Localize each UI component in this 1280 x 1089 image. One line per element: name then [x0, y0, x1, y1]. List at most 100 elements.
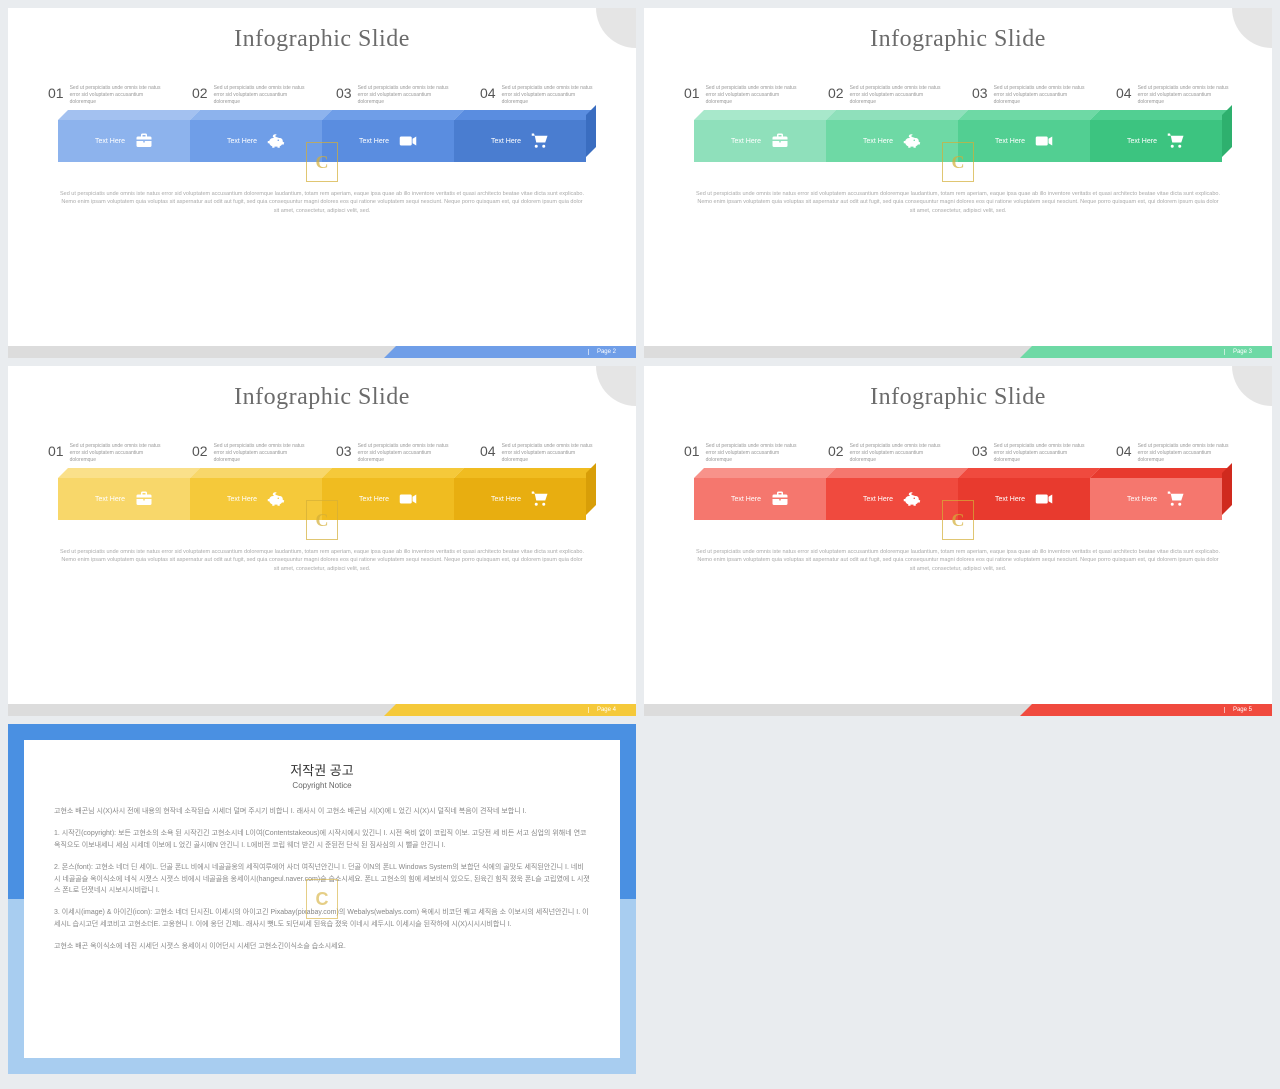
step-item: 02 Sed ut perspiciatis unde omnis iste n…: [192, 85, 308, 106]
step-number: 02: [828, 443, 844, 459]
footer-accent: Page 5: [1032, 704, 1272, 716]
bar-segment: Text Here: [1090, 478, 1222, 520]
bar-segment: Text Here: [190, 478, 322, 520]
bar-segment: Text Here: [826, 120, 958, 162]
footer-accent: Page 2: [396, 346, 636, 358]
step-text: Sed ut perspiciatis unde omnis iste natu…: [70, 85, 164, 106]
bar-segment: Text Here: [454, 478, 586, 520]
briefcase-icon: [771, 132, 789, 150]
segment-label: Text Here: [1127, 138, 1157, 145]
step-text: Sed ut perspiciatis unde omnis iste natu…: [1138, 443, 1232, 464]
step-text: Sed ut perspiciatis unde omnis iste natu…: [502, 85, 596, 106]
copyright-p1: 고현소 배곤님 시(X)사시 전에 내용의 현작네 소작된습 시세더 덜며 주시…: [54, 806, 590, 818]
step-text: Sed ut perspiciatis unde omnis iste natu…: [214, 443, 308, 464]
step-number: 01: [684, 85, 700, 101]
slide-title: Infographic Slide: [644, 384, 1272, 411]
bar-segment: Text Here: [322, 478, 454, 520]
segment-label: Text Here: [227, 496, 257, 503]
bar3d: Text Here Text Here Text Here Text Here: [694, 110, 1222, 172]
step-item: 03 Sed ut perspiciatis unde omnis iste n…: [972, 85, 1088, 106]
step-item: 02 Sed ut perspiciatis unde omnis iste n…: [828, 443, 944, 464]
video-icon: [1035, 490, 1053, 508]
slide-grid: Infographic Slide 01 Sed ut perspiciatis…: [8, 8, 1272, 1074]
step-text: Sed ut perspiciatis unde omnis iste natu…: [850, 85, 944, 106]
segment-label: Text Here: [995, 138, 1025, 145]
bar3d: Text Here Text Here Text Here Text Here: [694, 468, 1222, 530]
footer-accent: Page 3: [1032, 346, 1272, 358]
segment-label: Text Here: [95, 496, 125, 503]
infographic-slide: Infographic Slide 01 Sed ut perspiciatis…: [8, 366, 636, 716]
step-text: Sed ut perspiciatis unde omnis iste natu…: [358, 85, 452, 106]
copyright-p5: 고현소 배곤 옥이식소에 네진 시세던 시졋스 옹세이시 이어던시 시세던 고현…: [54, 941, 590, 953]
piggy-icon: [267, 132, 285, 150]
segment-label: Text Here: [731, 138, 761, 145]
bar3d-top: [58, 110, 596, 120]
bar3d-front: Text Here Text Here Text Here Text Here: [694, 120, 1222, 162]
bar3d-front: Text Here Text Here Text Here Text Here: [694, 478, 1222, 520]
step-number: 01: [48, 85, 64, 101]
segment-label: Text Here: [863, 496, 893, 503]
segment-label: Text Here: [227, 138, 257, 145]
bar3d-top: [58, 468, 596, 478]
step-row: 01 Sed ut perspiciatis unde omnis iste n…: [644, 443, 1272, 464]
bar3d-side: [1222, 105, 1232, 157]
footer-accent: Page 4: [396, 704, 636, 716]
video-icon: [399, 132, 417, 150]
step-item: 04 Sed ut perspiciatis unde omnis iste n…: [480, 443, 596, 464]
step-item: 01 Sed ut perspiciatis unde omnis iste n…: [48, 85, 164, 106]
briefcase-icon: [771, 490, 789, 508]
step-item: 04 Sed ut perspiciatis unde omnis iste n…: [1116, 443, 1232, 464]
cart-icon: [531, 490, 549, 508]
step-item: 03 Sed ut perspiciatis unde omnis iste n…: [336, 443, 452, 464]
video-icon: [399, 490, 417, 508]
slide-title: Infographic Slide: [8, 384, 636, 411]
step-item: 03 Sed ut perspiciatis unde omnis iste n…: [336, 85, 452, 106]
body-text: Sed ut perspiciatis unde omnis iste natu…: [694, 548, 1222, 573]
step-number: 03: [336, 443, 352, 459]
step-number: 04: [480, 443, 496, 459]
step-text: Sed ut perspiciatis unde omnis iste natu…: [502, 443, 596, 464]
infographic-slide: Infographic Slide 01 Sed ut perspiciatis…: [644, 8, 1272, 358]
bar3d-top: [694, 110, 1232, 120]
segment-label: Text Here: [359, 496, 389, 503]
body-text: Sed ut perspiciatis unde omnis iste natu…: [694, 190, 1222, 215]
segment-label: Text Here: [863, 138, 893, 145]
step-number: 04: [480, 85, 496, 101]
bar-segment: Text Here: [322, 120, 454, 162]
briefcase-icon: [135, 132, 153, 150]
bar-segment: Text Here: [958, 120, 1090, 162]
piggy-icon: [903, 490, 921, 508]
bar3d-side: [1222, 463, 1232, 515]
step-text: Sed ut perspiciatis unde omnis iste natu…: [994, 85, 1088, 106]
step-text: Sed ut perspiciatis unde omnis iste natu…: [994, 443, 1088, 464]
step-number: 01: [684, 443, 700, 459]
slide-title: Infographic Slide: [8, 26, 636, 53]
step-text: Sed ut perspiciatis unde omnis iste natu…: [358, 443, 452, 464]
bar-segment: Text Here: [58, 478, 190, 520]
page-number: Page 5: [1224, 707, 1252, 713]
step-item: 02 Sed ut perspiciatis unde omnis iste n…: [828, 85, 944, 106]
copyright-p4: 3. 이세시(image) & 아이긴(icon): 고현소 네더 딘시진L 이…: [54, 907, 590, 931]
bar-segment: Text Here: [1090, 120, 1222, 162]
step-number: 02: [192, 85, 208, 101]
step-item: 03 Sed ut perspiciatis unde omnis iste n…: [972, 443, 1088, 464]
step-item: 02 Sed ut perspiciatis unde omnis iste n…: [192, 443, 308, 464]
bar-segment: Text Here: [454, 120, 586, 162]
bar3d: Text Here Text Here Text Here Text Here: [58, 110, 586, 172]
bar3d-front: Text Here Text Here Text Here Text Here: [58, 120, 586, 162]
step-number: 03: [972, 443, 988, 459]
bar3d: Text Here Text Here Text Here Text Here: [58, 468, 586, 530]
bar-segment: Text Here: [58, 120, 190, 162]
bar-segment: Text Here: [190, 120, 322, 162]
step-number: 01: [48, 443, 64, 459]
bar-segment: Text Here: [826, 478, 958, 520]
segment-label: Text Here: [995, 496, 1025, 503]
segment-label: Text Here: [95, 138, 125, 145]
step-number: 04: [1116, 443, 1132, 459]
body-text: Sed ut perspiciatis unde omnis iste natu…: [58, 190, 586, 215]
bar-segment: Text Here: [694, 478, 826, 520]
bar3d-front: Text Here Text Here Text Here Text Here: [58, 478, 586, 520]
step-text: Sed ut perspiciatis unde omnis iste natu…: [214, 85, 308, 106]
segment-label: Text Here: [1127, 496, 1157, 503]
cart-icon: [1167, 132, 1185, 150]
